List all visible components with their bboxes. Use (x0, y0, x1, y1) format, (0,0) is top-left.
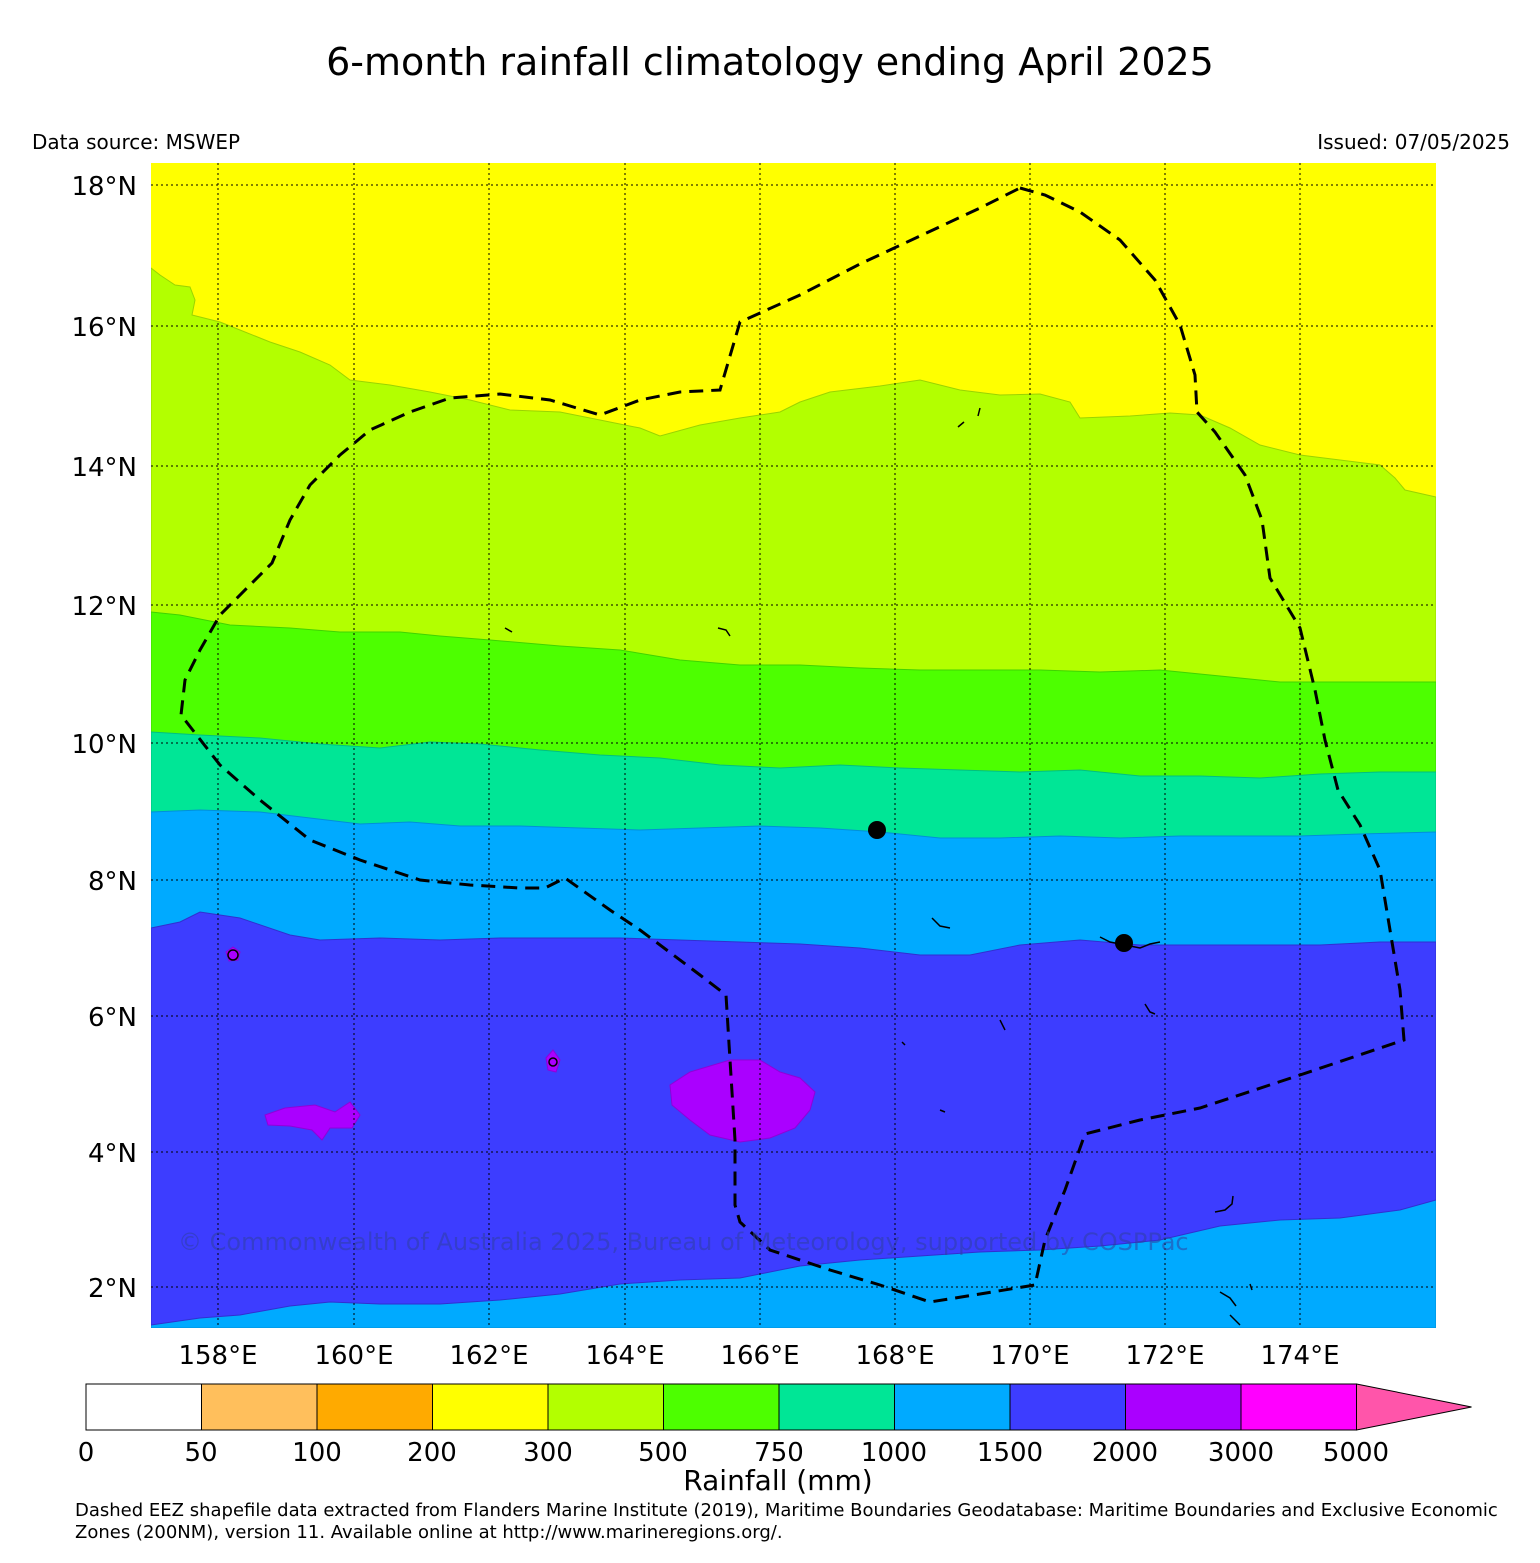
colorbar-extension (1356, 1383, 1472, 1431)
islands (227, 407, 1253, 1326)
colorbar-segment (85, 1383, 202, 1431)
cb-tick: 500 (638, 1438, 688, 1468)
colorbar-segment (778, 1383, 895, 1431)
cb-tick: 2000 (1092, 1438, 1158, 1468)
cb-tick: 100 (292, 1438, 342, 1468)
colorbar-segment (201, 1383, 318, 1431)
colorbar-ticks: 0 50 100 200 300 500 750 1000 1500 2000 … (78, 1438, 1389, 1468)
lon-label: 174°E (1260, 1341, 1339, 1371)
eez-boundary (179, 186, 1406, 1304)
lon-label: 164°E (585, 1341, 664, 1371)
colorbar-segment (1125, 1383, 1242, 1431)
map-title: 6-month rainfall climatology ending Apri… (326, 40, 1214, 84)
location-marker (1115, 934, 1133, 952)
copyright-text: © Commonwealth of Australia 2025, Bureau… (178, 1228, 1189, 1256)
colorbar-segment (316, 1383, 433, 1431)
colorbar-segment (1009, 1383, 1126, 1431)
lon-label: 170°E (990, 1341, 1069, 1371)
lat-label: 6°N (88, 1003, 137, 1033)
colorbar-segment (663, 1383, 780, 1431)
lon-label: 168°E (855, 1341, 934, 1371)
colorbar (85, 1383, 1472, 1431)
lat-label: 16°N (71, 313, 137, 343)
latitude-labels: 18°N 16°N 14°N 12°N 10°N 8°N 6°N 4°N 2°N (71, 172, 137, 1304)
colorbar-segment (547, 1383, 664, 1431)
cb-tick: 200 (407, 1438, 457, 1468)
lat-label: 14°N (71, 453, 137, 483)
lon-label: 172°E (1125, 1341, 1204, 1371)
location-marker (868, 821, 886, 839)
lat-label: 4°N (88, 1139, 137, 1169)
cb-tick: 300 (523, 1438, 573, 1468)
cb-tick: 750 (754, 1438, 804, 1468)
gridlines (151, 163, 1436, 1328)
lon-label: 158°E (178, 1341, 257, 1371)
colorbar-segment (1240, 1383, 1357, 1431)
cb-tick: 1000 (861, 1438, 927, 1468)
rainfall-bands (151, 163, 1436, 1328)
blob-2000-3000-b (264, 1101, 361, 1141)
blob-2000-3000-a (669, 1059, 816, 1143)
data-source: Data source: MSWEP (32, 130, 241, 154)
lat-label: 2°N (88, 1274, 137, 1304)
lat-label: 12°N (71, 592, 137, 622)
cb-tick: 1500 (977, 1438, 1043, 1468)
cb-tick: 0 (78, 1438, 95, 1468)
colorbar-label: Rainfall (mm) (683, 1464, 872, 1497)
lon-label: 166°E (720, 1341, 799, 1371)
lon-label: 162°E (449, 1341, 528, 1371)
cb-tick: 5000 (1323, 1438, 1389, 1468)
colorbar-segment (432, 1383, 549, 1431)
issued-date: Issued: 07/05/2025 (1317, 130, 1510, 154)
cb-tick: 3000 (1208, 1438, 1274, 1468)
cb-tick: 50 (184, 1438, 217, 1468)
longitude-labels: 158°E 160°E 162°E 164°E 166°E 168°E 170°… (178, 1341, 1339, 1371)
colorbar-segment (894, 1383, 1011, 1431)
lat-label: 18°N (71, 172, 137, 202)
lon-label: 160°E (314, 1341, 393, 1371)
lat-label: 10°N (71, 730, 137, 760)
footer-attribution: Dashed EEZ shapefile data extracted from… (75, 1500, 1498, 1543)
lat-label: 8°N (88, 867, 137, 897)
blob-2000-3000-c (545, 1049, 561, 1073)
